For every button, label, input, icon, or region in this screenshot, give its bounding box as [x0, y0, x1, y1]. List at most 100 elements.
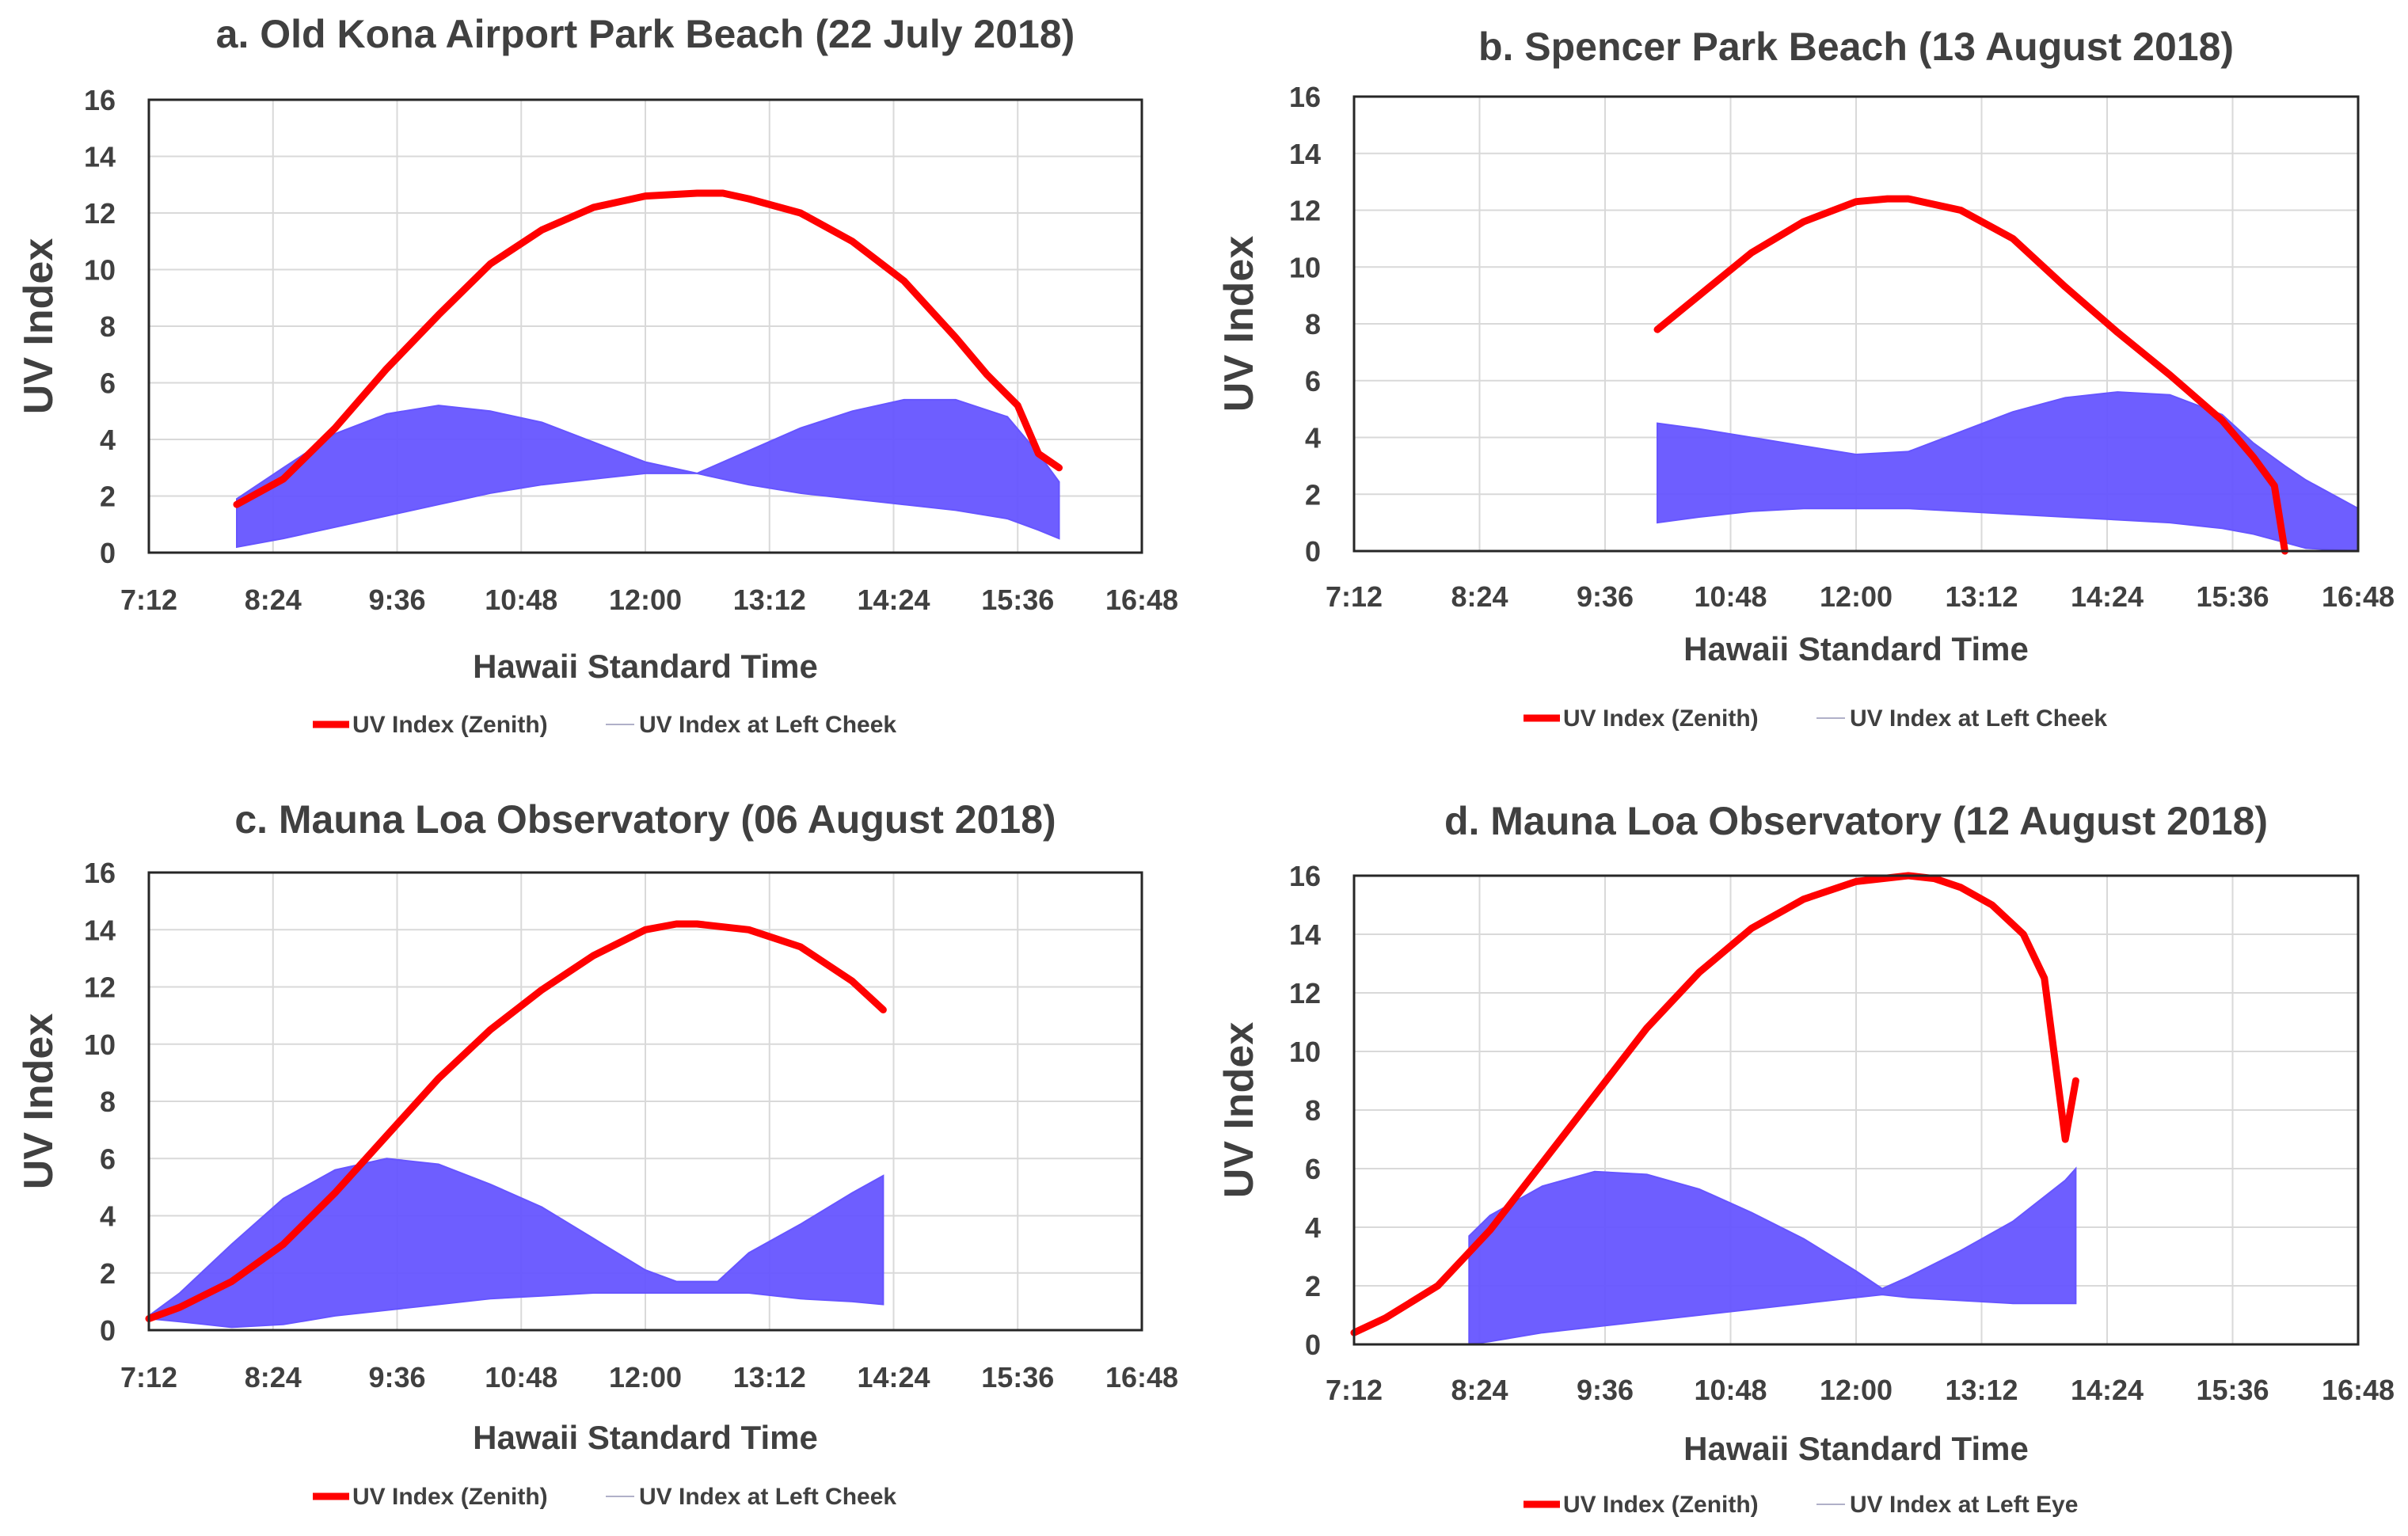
y-axis-label: UV Index [1216, 1022, 1262, 1199]
x-tick-label: 7:12 [1326, 1374, 1383, 1406]
x-tick-label: 14:24 [2071, 1374, 2144, 1406]
y-tick-label: 12 [84, 197, 116, 230]
x-tick-label: 9:36 [1577, 1374, 1634, 1406]
legend: UV Index (Zenith) UV Index at Left Eye [1524, 1492, 2078, 1518]
x-tick-label: 13:12 [733, 584, 806, 616]
y-tick-label: 4 [100, 1200, 116, 1233]
chart-d: d. Mauna Loa Observatory (12 August 2018… [1216, 799, 2395, 1518]
legend-zenith-label: UV Index (Zenith) [1563, 1492, 1759, 1518]
legend-facial-label: UV Index at Left Cheek [639, 1484, 896, 1510]
x-tick-label: 7:12 [120, 584, 177, 616]
y-tick-label: 4 [1305, 1211, 1321, 1244]
legend: UV Index (Zenith) UV Index at Left Cheek [313, 1484, 896, 1510]
x-tick-label: 14:24 [857, 1361, 930, 1393]
x-tick-label: 16:48 [1105, 1361, 1178, 1393]
x-tick-label: 10:48 [1694, 1374, 1767, 1406]
chart-title: b. Spencer Park Beach (13 August 2018) [1478, 25, 2234, 69]
y-tick-label: 10 [1289, 251, 1321, 283]
plot-frame [147, 98, 1143, 554]
x-axis-label: Hawaii Standard Time [473, 1419, 818, 1456]
y-tick-label: 6 [1305, 365, 1321, 397]
y-axis-label: UV Index [16, 238, 62, 415]
y-tick-label: 4 [1305, 422, 1321, 454]
y-tick-label: 0 [1305, 1329, 1321, 1361]
facial-uv-series [1468, 1166, 2077, 1346]
y-tick-label: 6 [1305, 1153, 1321, 1185]
chart-title: a. Old Kona Airport Park Beach (22 July … [216, 12, 1075, 56]
y-tick-label: 10 [1289, 1036, 1321, 1068]
x-tick-label: 16:48 [1105, 584, 1178, 616]
plot-frame [1352, 874, 2360, 1346]
zenith-uv-series [1350, 872, 2079, 1336]
x-tick-label: 9:36 [368, 584, 425, 616]
legend-zenith-label: UV Index (Zenith) [1563, 705, 1759, 732]
x-tick-label: 12:00 [609, 584, 682, 616]
x-axis-label: Hawaii Standard Time [473, 648, 818, 685]
x-tick-label: 10:48 [1694, 580, 1767, 613]
y-tick-label: 10 [84, 254, 116, 287]
y-tick-label: 12 [1289, 977, 1321, 1009]
y-tick-label: 16 [84, 84, 116, 116]
legend: UV Index (Zenith) UV Index at Left Cheek [1524, 705, 2107, 732]
zenith-uv-series [1653, 195, 2288, 555]
plot-frame [147, 871, 1143, 1332]
y-tick-label: 6 [100, 1142, 116, 1175]
y-tick-label: 2 [1305, 1270, 1321, 1302]
y-tick-label: 16 [84, 857, 116, 889]
facial-uv-series [236, 398, 1060, 549]
x-tick-label: 16:48 [2322, 1374, 2395, 1406]
legend-facial-label: UV Index at Left Cheek [1850, 705, 2107, 732]
chart-c: c. Mauna Loa Observatory (06 August 2018… [16, 797, 1178, 1510]
legend: UV Index (Zenith) UV Index at Left Cheek [313, 712, 896, 738]
chart-title: d. Mauna Loa Observatory (12 August 2018… [1444, 799, 2268, 843]
x-tick-label: 7:12 [1326, 580, 1383, 613]
x-tick-label: 14:24 [2071, 580, 2144, 613]
y-axis-label: UV Index [16, 1013, 62, 1190]
facial-uv-series [1657, 391, 2359, 553]
legend-zenith-label: UV Index (Zenith) [352, 1484, 548, 1510]
chart-title: c. Mauna Loa Observatory (06 August 2018… [234, 797, 1056, 842]
x-tick-label: 10:48 [485, 1361, 557, 1393]
y-tick-label: 8 [100, 310, 116, 343]
y-tick-label: 8 [1305, 308, 1321, 340]
y-tick-label: 12 [84, 971, 116, 1004]
chart-b: b. Spencer Park Beach (13 August 2018) 0 2… [1216, 25, 2395, 732]
zenith-uv-series [233, 189, 1063, 508]
y-tick-label: 6 [100, 367, 116, 400]
y-tick-label: 16 [1289, 860, 1321, 892]
y-tick-label: 0 [100, 537, 116, 569]
x-tick-label: 8:24 [245, 584, 302, 616]
plot-frame [1352, 95, 2360, 553]
x-tick-label: 7:12 [120, 1361, 177, 1393]
x-tick-label: 13:12 [1945, 580, 2018, 613]
x-tick-label: 10:48 [485, 584, 557, 616]
y-tick-label: 2 [1305, 478, 1321, 511]
y-tick-label: 10 [84, 1028, 116, 1061]
legend-zenith-label: UV Index (Zenith) [352, 712, 548, 738]
x-tick-label: 14:24 [857, 584, 930, 616]
x-axis-label: Hawaii Standard Time [1683, 630, 2029, 667]
chart-a: a. Old Kona Airport Park Beach (22 July … [16, 12, 1178, 738]
y-axis-label: UV Index [1216, 236, 1262, 413]
y-tick-label: 2 [100, 481, 116, 513]
x-tick-label: 13:12 [1945, 1374, 2018, 1406]
y-tick-label: 14 [1289, 138, 1321, 170]
legend-facial-label: UV Index at Left Eye [1850, 1492, 2078, 1518]
y-tick-label: 14 [84, 141, 116, 173]
y-tick-label: 0 [1305, 535, 1321, 568]
x-tick-label: 9:36 [1577, 580, 1634, 613]
x-tick-label: 15:36 [2196, 1374, 2269, 1406]
legend-facial-label: UV Index at Left Cheek [639, 712, 896, 738]
y-tick-label: 14 [1289, 918, 1321, 951]
y-tick-label: 4 [100, 424, 116, 456]
x-tick-label: 15:36 [981, 584, 1054, 616]
x-tick-label: 8:24 [1451, 580, 1508, 613]
y-tick-label: 16 [1289, 81, 1321, 113]
x-tick-label: 8:24 [245, 1361, 302, 1393]
x-tick-label: 13:12 [733, 1361, 806, 1393]
x-tick-label: 15:36 [981, 1361, 1054, 1393]
y-tick-label: 8 [100, 1085, 116, 1118]
x-tick-label: 12:00 [609, 1361, 682, 1393]
y-tick-label: 12 [1289, 195, 1321, 227]
